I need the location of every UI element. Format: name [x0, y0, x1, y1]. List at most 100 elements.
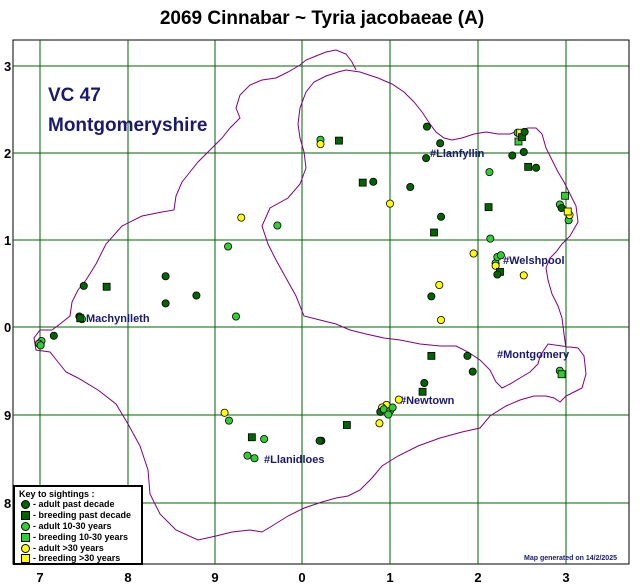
sighting-marker-breeding-past-decade	[76, 314, 85, 323]
sighting-marker-adult-30plus	[375, 419, 384, 428]
adult-past-decade-icon	[21, 500, 30, 510]
adult-30plus-icon	[21, 544, 30, 554]
sighting-marker-breeding-past-decade	[102, 282, 111, 291]
town-machynlleth: Machynlleth	[86, 313, 150, 325]
sighting-marker-adult-30plus	[469, 249, 478, 258]
sighting-marker-adult-past-decade	[463, 351, 472, 360]
key-item-label: - adult >30 years	[33, 543, 104, 553]
sighting-marker-adult-past-decade	[532, 163, 541, 172]
sighting-marker-breeding-past-decade	[430, 228, 438, 237]
sighting-marker-adult-30plus	[437, 315, 446, 324]
county-boundary	[33, 64, 587, 541]
county-boundary-inner	[299, 49, 357, 71]
sighting-marker-adult-past-decade	[437, 212, 446, 221]
x-grid-labels: 7 8 9 0 1 2 3	[36, 570, 569, 585]
sighting-marker-adult-past-decade	[406, 182, 415, 191]
key-item-label: - breeding >30 years	[33, 553, 121, 563]
sighting-marker-adult-past-decade	[520, 127, 529, 136]
sighting-marker-adult-past-decade	[436, 139, 445, 148]
sighting-marker-adult-30plus	[237, 213, 246, 222]
sighting-marker-adult-past-decade	[508, 151, 517, 160]
sighting-marker-adult-10-30	[243, 451, 252, 460]
sighting-marker-adult-past-decade	[369, 177, 378, 186]
y-grid-label: 8	[4, 496, 11, 511]
sighting-marker-breeding-past-decade	[524, 162, 533, 171]
sighting-marker-breeding-past-decade	[418, 387, 427, 396]
sighting-marker-breeding-past-decade	[427, 351, 436, 360]
sighting-marker-adult-10-30	[485, 168, 494, 177]
key-item-label: - breeding past decade	[33, 510, 132, 520]
sighting-marker-adult-30plus	[316, 140, 325, 149]
vc-code: VC 47	[48, 85, 101, 106]
sighting-marker-adult-10-30	[36, 341, 45, 350]
x-grid-label: 8	[124, 570, 131, 585]
sightings-key: Key to sightings : - adult past decade -…	[13, 485, 143, 565]
x-grid-label: 9	[211, 570, 218, 585]
y-grid-label: 1	[4, 233, 11, 248]
town-newtown: #Newtown	[400, 395, 455, 407]
sighting-marker-breeding-10-30	[557, 370, 566, 379]
sighting-marker-adult-10-30	[384, 410, 393, 419]
key-heading: Key to sightings :	[19, 489, 95, 499]
breeding-30plus-icon	[21, 554, 30, 564]
sighting-marker-breeding-10-30	[561, 191, 570, 200]
key-item-adult-10-30: - adult 10-30 years	[21, 521, 112, 532]
sighting-marker-adult-past-decade	[427, 292, 436, 301]
key-item-breeding-10-30: - breeding 10-30 years	[21, 532, 128, 543]
vc-name: Montgomeryshire	[48, 115, 208, 136]
generated-note: Map generated on 14/2/2025	[524, 555, 617, 562]
sighting-marker-adult-10-30	[260, 434, 269, 443]
grid-lines	[13, 40, 629, 564]
y-grid-label: 9	[4, 408, 11, 423]
town-llanidloes: #Llanidloes	[264, 454, 325, 466]
sighting-marker-adult-30plus	[220, 408, 229, 417]
sighting-marker-adult-past-decade	[519, 147, 528, 156]
sighting-marker-adult-past-decade	[315, 436, 324, 445]
sighting-marker-adult-past-decade	[422, 122, 431, 131]
sighting-marker-adult-10-30	[388, 403, 397, 412]
sighting-marker-breeding-past-decade	[342, 421, 351, 429]
sighting-marker-adult-10-30	[224, 242, 233, 251]
sighting-marker-adult-10-30	[496, 251, 505, 260]
x-grid-label: 0	[298, 570, 305, 585]
key-item-adult-30plus: - adult >30 years	[21, 543, 104, 554]
key-item-label: - adult past decade	[33, 499, 115, 509]
town-llanfyllin: #Llanfyllin	[430, 148, 485, 160]
map-frame	[12, 39, 630, 565]
sighting-marker-adult-30plus	[385, 199, 394, 208]
sighting-marker-breeding-past-decade	[484, 203, 493, 212]
sighting-marker-adult-10-30	[250, 454, 259, 463]
key-item-breeding-30plus: - breeding >30 years	[21, 553, 120, 564]
town-labels: #Llanfyllin #Welshpool Machynlleth #Mont…	[86, 148, 570, 466]
x-grid-label: 1	[386, 570, 393, 585]
sighting-marker-adult-past-decade	[79, 281, 88, 290]
sighting-marker-breeding-past-decade	[335, 136, 343, 145]
y-grid-label: 0	[4, 320, 11, 335]
x-grid-label: 2	[474, 570, 481, 585]
sighting-marker-adult-past-decade	[468, 367, 477, 376]
sighting-marker-breeding-past-decade	[247, 433, 256, 442]
sighting-marker-adult-past-decade	[49, 331, 58, 340]
breeding-past-decade-icon	[21, 511, 30, 521]
sighting-marker-adult-past-decade	[493, 270, 502, 279]
sighting-marker-adult-past-decade	[420, 378, 429, 387]
sighting-markers	[34, 122, 574, 463]
y-grid-label: 2	[4, 146, 11, 161]
town-montgomery: #Montgomery	[497, 349, 570, 361]
sighting-marker-adult-past-decade	[161, 272, 170, 281]
sighting-marker-adult-10-30	[231, 312, 240, 321]
adult-10-30-icon	[21, 522, 30, 532]
vice-county-label: VC 47 Montgomeryshire	[48, 82, 207, 140]
sighting-marker-adult-past-decade	[422, 154, 431, 163]
sighting-marker-adult-10-30	[224, 416, 233, 425]
breeding-10-30-icon	[21, 533, 30, 543]
sighting-marker-adult-30plus	[519, 271, 528, 280]
sighting-marker-adult-10-30	[486, 234, 495, 243]
map-title: 2069 Cinnabar ~ Tyria jacobaeae (A)	[159, 8, 485, 29]
sighting-marker-breeding-past-decade	[358, 178, 367, 187]
key-item-label: - breeding 10-30 years	[33, 532, 129, 542]
sighting-marker-breeding-30plus	[563, 207, 572, 216]
sighting-marker-adult-10-30	[273, 221, 282, 230]
